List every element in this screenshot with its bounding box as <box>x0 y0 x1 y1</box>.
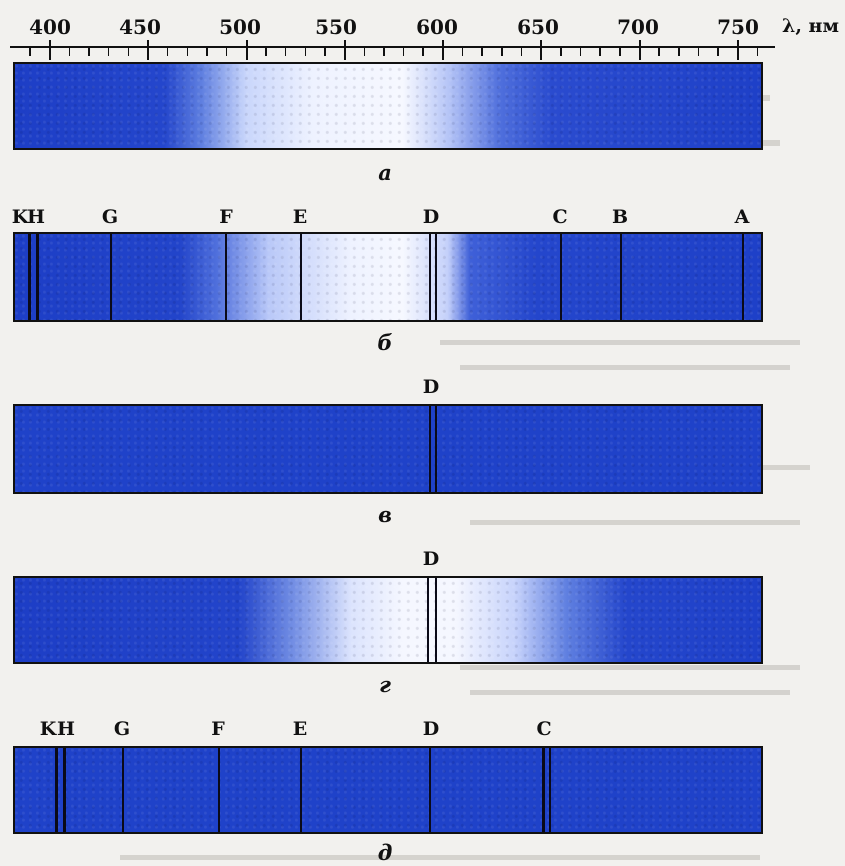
caption-v: в <box>378 502 392 527</box>
minor-tick <box>225 46 228 56</box>
minor-tick <box>756 46 759 56</box>
minor-tick <box>579 46 582 56</box>
line-label-E-b: E <box>292 206 308 228</box>
absorption-line-C <box>560 234 562 320</box>
spectral-line-E-d <box>300 748 302 832</box>
line-label-D-d: D <box>422 718 440 740</box>
absorption-line-E <box>300 234 302 320</box>
minor-tick <box>68 46 71 56</box>
absorption-line-K <box>28 234 31 320</box>
minor-tick <box>658 46 660 56</box>
spectral-line-D2-v <box>435 406 437 492</box>
caption-a: а <box>378 160 392 185</box>
line-label-G-d: G <box>113 718 131 740</box>
minor-tick <box>619 46 621 56</box>
spectral-line-D1-g <box>427 578 429 662</box>
tick-label-600: 600 <box>416 15 458 39</box>
spectrum-panel-a <box>13 62 763 150</box>
spectral-line-D2-g <box>435 578 437 662</box>
tick-label-700: 700 <box>617 15 659 39</box>
tick-label-400: 400 <box>29 15 71 39</box>
minor-tick <box>717 46 719 56</box>
minor-tick <box>304 46 307 56</box>
major-tick <box>638 40 641 60</box>
line-label-F-b: F <box>219 206 233 228</box>
minor-tick <box>697 46 700 56</box>
major-tick <box>540 40 543 60</box>
line-label-B-b: B <box>611 206 629 228</box>
line-label-G-b: G <box>101 206 119 228</box>
major-tick <box>245 40 248 60</box>
minor-tick <box>402 46 405 56</box>
line-label-A-b: A <box>734 206 750 228</box>
spectral-line-C2-d <box>549 748 551 832</box>
absorption-line-G <box>110 234 112 320</box>
minor-tick <box>186 46 189 56</box>
minor-tick <box>265 46 267 56</box>
spectral-line-F-d <box>218 748 220 832</box>
minor-tick <box>422 46 424 56</box>
line-label-D-v: D <box>422 376 440 398</box>
caption-b: б <box>377 330 393 355</box>
absorption-line-D2 <box>435 234 437 320</box>
tick-label-500: 500 <box>219 15 261 39</box>
major-tick <box>737 40 739 60</box>
line-label-D-b: D <box>422 206 440 228</box>
spectral-line-K-d <box>55 748 58 832</box>
major-tick <box>442 40 445 60</box>
minor-tick <box>206 46 208 56</box>
minor-tick <box>324 46 326 56</box>
spectrum-panel-v <box>13 404 763 494</box>
line-label-K-b: K <box>11 206 29 228</box>
spectral-line-H-d <box>63 748 66 832</box>
spectral-line-C1-d <box>542 748 545 832</box>
minor-tick <box>363 46 365 56</box>
minor-tick <box>88 46 90 56</box>
tick-label-650: 650 <box>517 15 559 39</box>
major-tick <box>343 40 346 60</box>
line-label-E-d: E <box>292 718 308 740</box>
spectral-line-G-d <box>122 748 124 832</box>
scale-axis-line <box>10 46 775 48</box>
line-label-D-g: D <box>422 548 440 570</box>
spectral-line-D-d <box>429 748 431 832</box>
minor-tick <box>107 46 110 56</box>
wavelength-scale: 400 450 500 550 600 650 700 750 λ, нм <box>0 0 845 60</box>
absorption-line-A <box>742 234 744 320</box>
absorption-line-B <box>620 234 622 320</box>
line-label-C-b: C <box>552 206 568 228</box>
line-label-H-d: H <box>57 718 75 740</box>
spectrum-panel-b <box>13 232 763 322</box>
minor-tick <box>127 46 130 56</box>
tick-label-750: 750 <box>717 15 759 39</box>
tick-label-450: 450 <box>119 15 161 39</box>
line-label-C-d: C <box>536 718 552 740</box>
minor-tick <box>520 46 523 56</box>
absorption-line-F <box>225 234 227 320</box>
minor-tick <box>284 46 287 56</box>
absorption-line-H <box>36 234 39 320</box>
line-label-K-d: K <box>39 718 57 740</box>
minor-tick <box>678 46 680 56</box>
minor-tick <box>560 46 562 56</box>
major-tick <box>147 40 150 60</box>
line-label-F-d: F <box>211 718 225 740</box>
minor-tick <box>481 46 483 56</box>
spectrum-panel-d <box>13 746 763 834</box>
spectrum-panel-g <box>13 576 763 664</box>
caption-g: г <box>379 672 391 697</box>
line-label-H-b: H <box>27 206 45 228</box>
spectral-line-D1-v <box>429 406 431 492</box>
minor-tick <box>501 46 503 56</box>
minor-tick <box>461 46 464 56</box>
caption-d: д <box>377 840 393 865</box>
minor-tick <box>599 46 601 56</box>
minor-tick <box>166 46 169 56</box>
wavelength-unit-label: λ, нм <box>782 15 839 37</box>
tick-label-550: 550 <box>315 15 357 39</box>
absorption-line-D1 <box>429 234 431 320</box>
minor-tick <box>383 46 385 56</box>
minor-tick <box>29 46 31 56</box>
major-tick <box>49 40 51 60</box>
